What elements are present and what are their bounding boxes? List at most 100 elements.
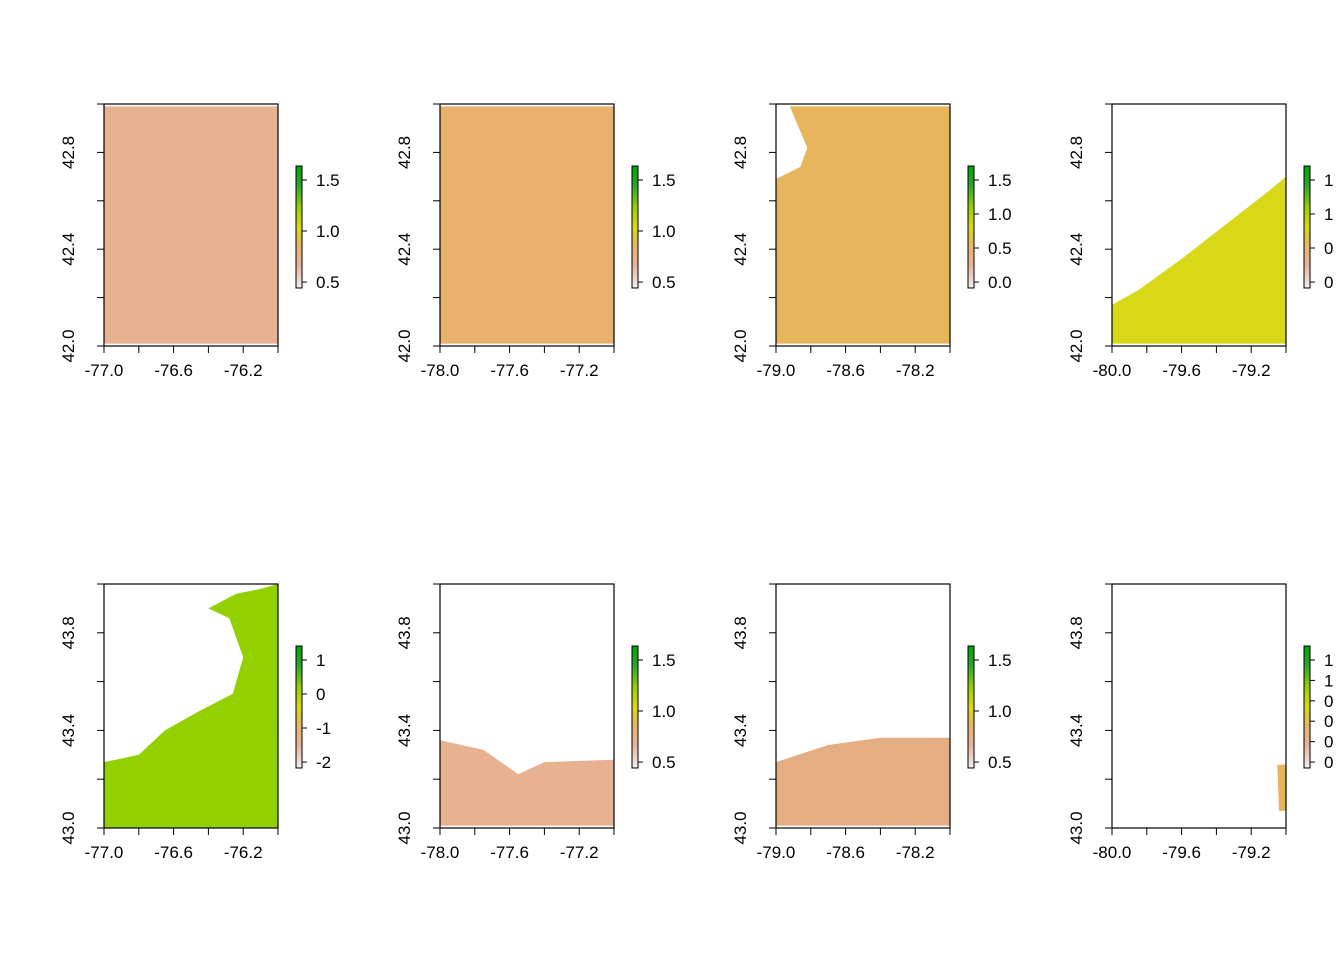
legend-tick-label: 1.0 <box>988 205 1012 224</box>
x-tick-label: -78.2 <box>896 361 935 380</box>
x-tick-label: -78.2 <box>896 843 935 862</box>
y-tick-label: 42.0 <box>395 329 414 362</box>
y-tick-label: 42.4 <box>59 233 78 266</box>
y-tick-label: 42.0 <box>1067 329 1086 362</box>
legend-tick-label: 0 <box>1324 273 1333 292</box>
y-tick-label: 42.4 <box>731 233 750 266</box>
x-tick-label: -76.2 <box>224 843 263 862</box>
x-tick-label: -79.0 <box>757 843 796 862</box>
raster-land <box>440 740 614 826</box>
legend-tick-label: 1.5 <box>988 651 1012 670</box>
x-tick-label: -79.0 <box>757 361 796 380</box>
map-panel-2-1: -77.0 -76.6 -76.2 43.0 43.4 43.8 -2 -1 0 1 <box>59 583 331 862</box>
y-tick-label: 43.8 <box>59 616 78 649</box>
legend-tick-label: 1 <box>1324 651 1333 670</box>
legend-tick-label: 0 <box>1324 239 1333 258</box>
legend-tick-label: 1 <box>1324 205 1333 224</box>
legend-tick-label: 0 <box>316 685 325 704</box>
x-tick-label: -76.6 <box>154 843 193 862</box>
y-tick-label: 43.4 <box>731 714 750 747</box>
x-tick-label: -79.6 <box>1162 361 1201 380</box>
legend-tick-label: 0 <box>1324 753 1333 772</box>
x-tick-label: -79.2 <box>1232 361 1271 380</box>
x-tick-label: -76.6 <box>154 361 193 380</box>
y-tick-label: 43.0 <box>59 811 78 844</box>
y-tick-label: 42.8 <box>731 136 750 169</box>
legend-tick-label: 0.5 <box>988 753 1012 772</box>
plot-frame <box>1111 103 1287 347</box>
legend-tick-label: 0.0 <box>988 273 1012 292</box>
map-panel-1-4: -80.0 -79.6 -79.2 42.0 42.4 42.8 0 0 1 1 <box>1067 103 1333 380</box>
map-panel-1-2: -78.0 -77.6 -77.2 42.0 42.4 42.8 0.5 1.0 1.5 <box>395 103 676 380</box>
x-tick-label: -77.2 <box>560 361 599 380</box>
y-tick-label: 42.0 <box>731 329 750 362</box>
raster-layer <box>440 740 614 826</box>
x-tick-label: -77.6 <box>490 361 529 380</box>
legend-tick-label: 1.5 <box>988 171 1012 190</box>
x-tick-label: -79.2 <box>1232 843 1271 862</box>
y-tick-label: 43.8 <box>731 616 750 649</box>
x-tick-label: -78.6 <box>826 843 865 862</box>
legend-tick-label: 1 <box>1324 671 1333 690</box>
raster-land <box>776 106 950 344</box>
raster-layer <box>104 584 278 828</box>
legend-tick-label: 1.5 <box>316 171 340 190</box>
y-tick-label: 42.4 <box>395 233 414 266</box>
y-tick-label: 43.4 <box>1067 714 1086 747</box>
legend-colorbar <box>631 645 639 769</box>
legend-colorbar <box>967 165 975 289</box>
x-tick-label: -76.2 <box>224 361 263 380</box>
legend-colorbar <box>967 645 975 769</box>
raster-layer <box>1277 764 1286 811</box>
raster-layer <box>776 737 950 826</box>
x-tick-label: -79.6 <box>1162 843 1201 862</box>
y-tick-label: 43.8 <box>395 616 414 649</box>
plot-frame <box>775 103 951 347</box>
raster-land <box>1112 176 1286 344</box>
y-tick-label: 43.4 <box>395 714 414 747</box>
raster-layer <box>1112 176 1286 344</box>
legend-tick-label: 1.0 <box>652 222 676 241</box>
legend-tick-label: 0.5 <box>988 239 1012 258</box>
y-tick-label: 43.4 <box>59 714 78 747</box>
y-tick-label: 42.8 <box>395 136 414 169</box>
raster-layer <box>104 106 278 344</box>
legend-tick-label: -1 <box>316 719 331 738</box>
plot-frame <box>439 103 615 347</box>
map-panel-2-3: -79.0 -78.6 -78.2 43.0 43.4 43.8 0.5 1.0 1.5 <box>731 583 1012 862</box>
x-tick-label: -77.6 <box>490 843 529 862</box>
y-tick-label: 43.0 <box>1067 811 1086 844</box>
plot-frame <box>439 583 615 829</box>
y-tick-label: 42.4 <box>1067 233 1086 266</box>
map-panel-1-1: -77.0 -76.6 -76.2 42.0 42.4 42.8 0.5 1.0 1.5 <box>59 103 340 380</box>
y-tick-label: 43.0 <box>395 811 414 844</box>
map-panel-2-2: -78.0 -77.6 -77.2 43.0 43.4 43.8 0.5 1.0 1.5 <box>395 583 676 862</box>
y-tick-label: 42.0 <box>59 329 78 362</box>
legend-tick-label: 1.0 <box>988 702 1012 721</box>
y-tick-label: 43.0 <box>731 811 750 844</box>
x-tick-label: -77.2 <box>560 843 599 862</box>
legend-colorbar <box>295 165 303 289</box>
x-tick-label: -77.0 <box>85 361 124 380</box>
legend-colorbar <box>1303 165 1311 289</box>
legend-tick-label: 1 <box>316 651 325 670</box>
plot-frame <box>1111 583 1287 829</box>
legend-tick-label: 0 <box>1324 712 1333 731</box>
y-tick-label: 43.8 <box>1067 616 1086 649</box>
legend-tick-label: 1.0 <box>316 222 340 241</box>
legend-tick-label: 0 <box>1324 733 1333 752</box>
y-tick-label: 42.8 <box>59 136 78 169</box>
raster-land <box>776 737 950 826</box>
x-tick-label: -77.0 <box>85 843 124 862</box>
legend-tick-label: 1.0 <box>652 702 676 721</box>
raster-land <box>104 584 278 828</box>
legend-tick-label: 1.5 <box>652 171 676 190</box>
legend-tick-label: 1 <box>1324 171 1333 190</box>
legend-tick-label: -2 <box>316 753 331 772</box>
plot-frame <box>103 103 279 347</box>
legend-colorbar <box>1303 645 1311 769</box>
raster-land <box>1277 764 1286 811</box>
y-tick-label: 42.8 <box>1067 136 1086 169</box>
